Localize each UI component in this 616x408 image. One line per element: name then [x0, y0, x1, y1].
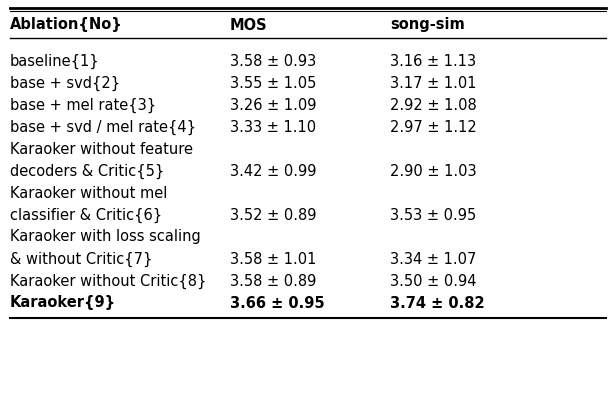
- Text: 2.97 ± 1.12: 2.97 ± 1.12: [390, 120, 477, 135]
- Text: 3.50 ± 0.94: 3.50 ± 0.94: [390, 273, 477, 288]
- Text: baseline{1}: baseline{1}: [10, 53, 100, 69]
- Text: 3.53 ± 0.95: 3.53 ± 0.95: [390, 208, 476, 222]
- Text: Karaoker{9}: Karaoker{9}: [10, 295, 116, 310]
- Text: Ablation{No}: Ablation{No}: [10, 18, 123, 33]
- Text: MOS: MOS: [230, 18, 267, 33]
- Text: Karaoker with loss scaling: Karaoker with loss scaling: [10, 229, 201, 244]
- Text: song-sim: song-sim: [390, 18, 464, 33]
- Text: classifier & Critic{6}: classifier & Critic{6}: [10, 207, 162, 223]
- Text: base + svd{2}: base + svd{2}: [10, 75, 120, 91]
- Text: 3.58 ± 0.93: 3.58 ± 0.93: [230, 53, 316, 69]
- Text: 3.58 ± 1.01: 3.58 ± 1.01: [230, 251, 317, 266]
- Text: decoders & Critic{5}: decoders & Critic{5}: [10, 163, 164, 179]
- Text: 3.34 ± 1.07: 3.34 ± 1.07: [390, 251, 476, 266]
- Text: & without Critic{7}: & without Critic{7}: [10, 251, 152, 266]
- Text: 3.42 ± 0.99: 3.42 ± 0.99: [230, 164, 317, 179]
- Text: Karaoker without feature: Karaoker without feature: [10, 142, 193, 157]
- Text: 3.33 ± 1.10: 3.33 ± 1.10: [230, 120, 316, 135]
- Text: 3.74 ± 0.82: 3.74 ± 0.82: [390, 295, 485, 310]
- Text: Karaoker without Critic{8}: Karaoker without Critic{8}: [10, 273, 206, 288]
- Text: base + svd / mel rate{4}: base + svd / mel rate{4}: [10, 120, 196, 135]
- Text: 2.92 ± 1.08: 2.92 ± 1.08: [390, 98, 477, 113]
- Text: 3.55 ± 1.05: 3.55 ± 1.05: [230, 75, 317, 91]
- Text: 2.90 ± 1.03: 2.90 ± 1.03: [390, 164, 477, 179]
- Text: 3.52 ± 0.89: 3.52 ± 0.89: [230, 208, 317, 222]
- Text: 3.66 ± 0.95: 3.66 ± 0.95: [230, 295, 325, 310]
- Text: Karaoker without mel: Karaoker without mel: [10, 186, 168, 200]
- Text: 3.58 ± 0.89: 3.58 ± 0.89: [230, 273, 317, 288]
- Text: 3.16 ± 1.13: 3.16 ± 1.13: [390, 53, 476, 69]
- Text: 3.26 ± 1.09: 3.26 ± 1.09: [230, 98, 317, 113]
- Text: base + mel rate{3}: base + mel rate{3}: [10, 98, 156, 113]
- Text: 3.17 ± 1.01: 3.17 ± 1.01: [390, 75, 477, 91]
